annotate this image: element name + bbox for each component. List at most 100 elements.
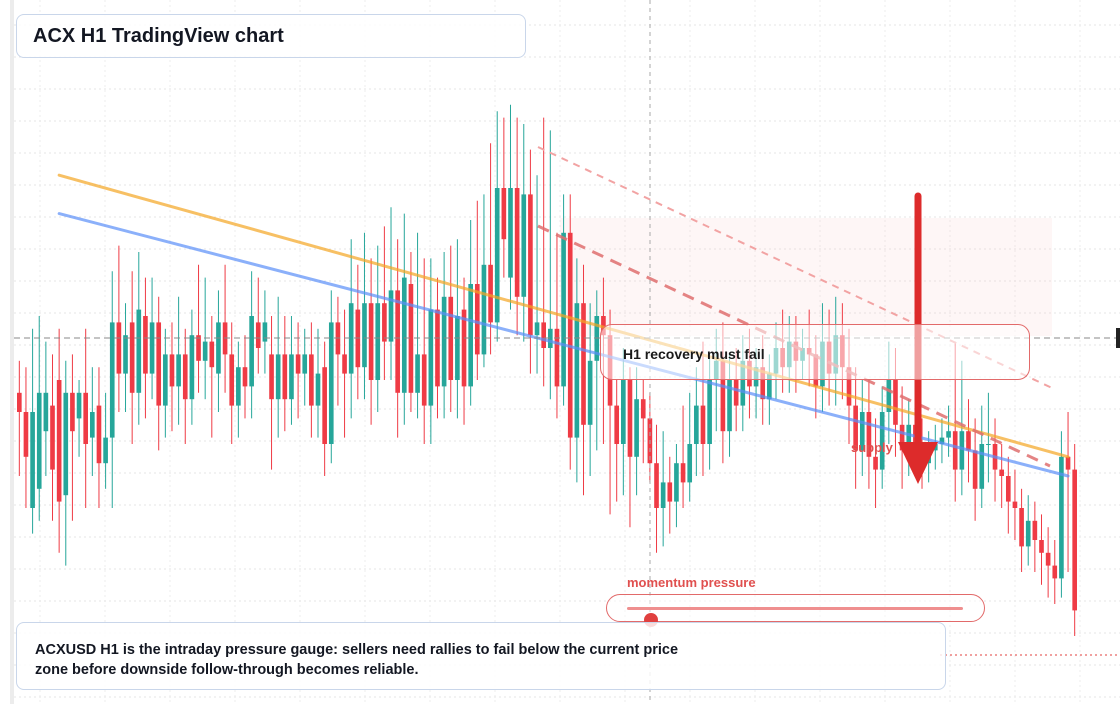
candle-body (846, 367, 852, 406)
gauge-track (627, 607, 963, 627)
candle-body (342, 354, 347, 374)
candle (972, 418, 978, 521)
momentum-gauge[interactable] (606, 594, 985, 627)
candle-body (90, 412, 95, 438)
candle-body (282, 354, 288, 400)
candle (103, 392, 108, 489)
candle-body (375, 303, 381, 380)
candle-body (986, 444, 991, 445)
candle (156, 296, 162, 451)
candle (501, 117, 507, 278)
down-arrow-head-icon (898, 442, 938, 484)
price-axis-marker (1116, 328, 1120, 348)
candle-body (83, 392, 89, 444)
candle (342, 309, 347, 438)
candle-body (435, 309, 440, 387)
candle-body (979, 444, 985, 489)
candle-body (1065, 456, 1071, 470)
candle (674, 444, 679, 528)
candle (1072, 444, 1078, 636)
candle-body (229, 354, 235, 406)
candle-body (1039, 540, 1044, 553)
candle (939, 418, 945, 464)
candle-body (866, 412, 872, 457)
candle-body (362, 303, 367, 368)
candle-body (859, 412, 865, 451)
trendline-blue (57, 212, 1070, 478)
candle-body (202, 341, 208, 361)
candle (382, 226, 387, 380)
candle (109, 271, 115, 508)
candle-body (654, 463, 659, 508)
candle (401, 213, 407, 425)
candle-body (567, 232, 573, 438)
candle (1012, 469, 1018, 540)
candle-body (727, 380, 732, 432)
candle (853, 367, 858, 489)
candle-body (959, 431, 965, 470)
candle (1052, 540, 1058, 604)
candle-body (667, 482, 673, 502)
candle (992, 418, 998, 502)
candle (1019, 488, 1024, 572)
candle-body (96, 405, 102, 464)
candle (554, 232, 560, 419)
candle (70, 354, 75, 521)
candle-body (634, 399, 639, 457)
candle (647, 392, 653, 483)
candle-body (116, 322, 122, 374)
candle (302, 328, 308, 406)
candle (282, 316, 288, 432)
page-title: ACX H1 TradingView chart (33, 25, 284, 47)
candle-body (415, 354, 420, 393)
candle (587, 303, 593, 476)
candle-body (581, 303, 586, 425)
candle-body (255, 322, 261, 348)
candle (508, 104, 513, 310)
candle-body (1045, 552, 1051, 566)
candle-body (382, 303, 387, 342)
candle (634, 367, 639, 496)
candle-body (999, 469, 1004, 476)
candle (242, 335, 248, 419)
candle (143, 277, 148, 419)
candle-body (521, 194, 527, 297)
candle-body (63, 392, 69, 496)
candle-body (674, 463, 679, 502)
candle-body (30, 412, 35, 508)
candle-body (700, 405, 706, 444)
candle (249, 271, 254, 419)
candle (30, 328, 35, 534)
candle-body (315, 373, 321, 406)
candle (1005, 456, 1011, 534)
candle-body (687, 444, 693, 483)
candle-body (1032, 520, 1038, 540)
candle (866, 380, 872, 489)
candle-body (939, 437, 945, 444)
candle-body (209, 341, 215, 368)
candle (182, 328, 188, 444)
candle-body (554, 328, 560, 387)
candle-body (574, 303, 580, 438)
candle-body (1052, 565, 1058, 579)
candle (90, 367, 95, 476)
candle (176, 296, 181, 425)
candle (966, 399, 971, 483)
candle (275, 296, 281, 438)
candle-body (408, 284, 414, 393)
candle (667, 456, 673, 534)
candle-body (1019, 508, 1024, 547)
candle (169, 322, 175, 432)
candle (627, 367, 633, 528)
candle (640, 380, 646, 464)
candle-body (946, 431, 951, 438)
candle (262, 290, 268, 374)
candle (96, 367, 102, 508)
candle (986, 392, 991, 483)
candle (521, 124, 527, 342)
candle-body (561, 232, 566, 387)
candle (123, 303, 128, 412)
candle (63, 360, 69, 566)
candle (36, 316, 42, 521)
